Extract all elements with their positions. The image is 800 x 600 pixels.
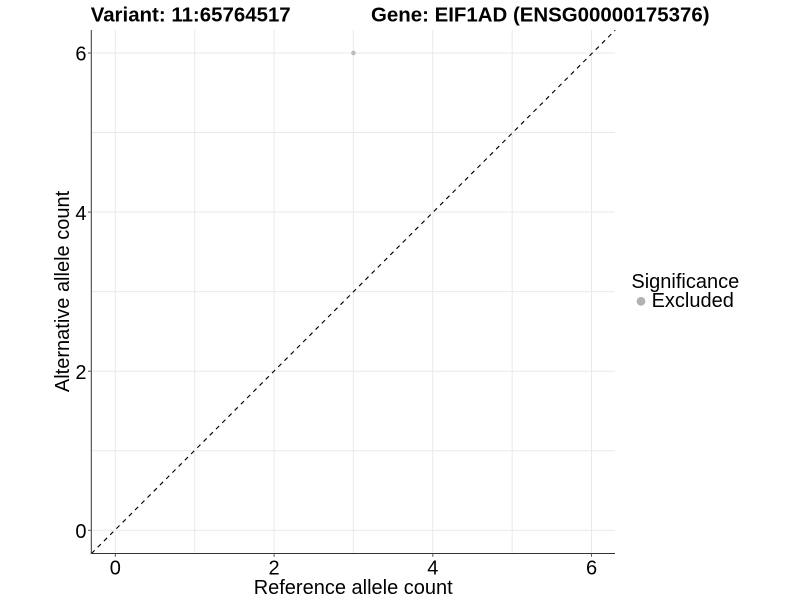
- svg-text:2: 2: [269, 557, 280, 579]
- svg-text:4: 4: [75, 203, 86, 225]
- svg-text:Gene: EIF1AD (ENSG00000175376): Gene: EIF1AD (ENSG00000175376): [371, 3, 710, 26]
- svg-text:Significance: Significance: [631, 271, 739, 293]
- svg-text:6: 6: [586, 557, 597, 579]
- svg-text:2: 2: [75, 362, 86, 384]
- svg-text:Excluded: Excluded: [652, 290, 734, 312]
- svg-text:0: 0: [110, 557, 121, 579]
- svg-text:Alternative allele count: Alternative allele count: [52, 190, 74, 392]
- svg-text:0: 0: [75, 521, 86, 543]
- svg-text:Reference allele count: Reference allele count: [254, 577, 453, 599]
- svg-text:Variant: 11:65764517: Variant: 11:65764517: [91, 3, 291, 26]
- svg-text:4: 4: [427, 557, 438, 579]
- svg-text:6: 6: [75, 44, 86, 66]
